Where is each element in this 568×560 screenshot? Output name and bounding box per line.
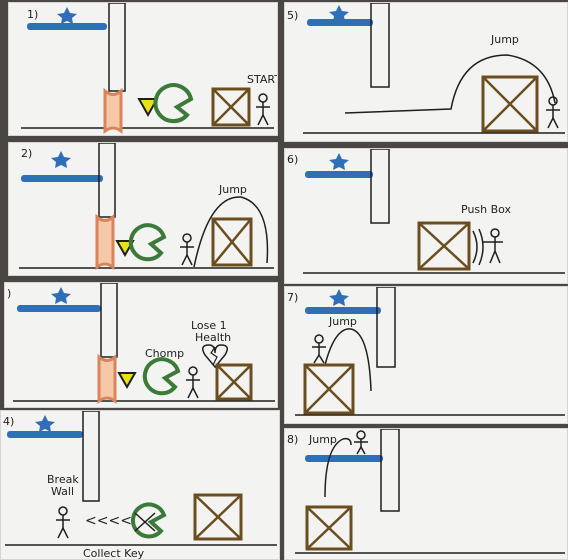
wall-icon — [103, 87, 123, 134]
stick-figure-icon — [546, 96, 560, 129]
chomp-label: Chomp — [145, 347, 184, 360]
stick-figure-icon — [312, 334, 326, 364]
monster-icon — [128, 223, 167, 262]
stick-figure-icon — [186, 366, 200, 399]
box-icon — [211, 87, 251, 127]
star-icon — [329, 289, 349, 306]
storyboard-panel-8: 8) Jump — [284, 428, 568, 560]
stick-figure-icon — [483, 228, 503, 264]
stick-figure-icon — [354, 430, 368, 455]
box-icon — [305, 505, 353, 551]
storyboard-panel-5: 5) Jump — [284, 2, 568, 142]
platform — [305, 171, 373, 178]
platform — [27, 23, 107, 30]
pillar — [370, 3, 390, 88]
jump-arc — [324, 437, 352, 498]
wall-icon — [95, 213, 115, 270]
storyboard-panel-1: 1) START — [8, 2, 278, 136]
move-arrows: <<<< — [85, 513, 132, 529]
box-icon — [481, 75, 539, 133]
jump-arc — [193, 196, 269, 268]
jump-label: Jump — [490, 33, 519, 46]
platform — [7, 431, 83, 438]
monster-icon — [153, 83, 194, 124]
push-motion-lines — [472, 228, 484, 266]
panel-number: 7) — [287, 291, 298, 304]
jump-label: Jump — [308, 433, 337, 446]
key-icon — [137, 98, 159, 118]
wall-icon — [97, 353, 117, 404]
monster-icon — [130, 502, 167, 539]
panel-number: 2) — [21, 147, 32, 160]
panel-number: 1) — [27, 8, 38, 21]
star-icon — [35, 415, 55, 432]
lose-health-label-1: Lose 1 — [191, 319, 227, 332]
pillar — [100, 283, 118, 358]
box-icon — [193, 493, 243, 541]
pillar — [82, 411, 100, 502]
panel-number: 8) — [287, 433, 298, 446]
platform — [305, 307, 381, 314]
pillar — [380, 429, 400, 512]
break-wall-label-1: Break — [47, 473, 79, 486]
broken-heart-icon — [202, 344, 228, 369]
star-icon — [329, 5, 349, 22]
pillar — [376, 287, 396, 368]
stick-figure-icon — [56, 506, 70, 539]
collect-key-label: Collect Key — [83, 547, 145, 559]
break-wall-label-2: Wall — [51, 485, 74, 498]
storyboard-panel-7: 7) Jump — [284, 286, 568, 424]
platform — [17, 305, 101, 312]
jump-arc — [324, 328, 372, 392]
storyboard-panel-2: 2) Jump — [8, 142, 278, 276]
key-icon — [117, 372, 137, 390]
star-icon — [329, 153, 349, 170]
storyboard-panel-4: 4) Break Wall <<<< Collect Key — [0, 410, 280, 560]
jump-label: Jump — [328, 315, 357, 328]
stick-figure-icon — [180, 233, 194, 266]
jump-arc — [344, 54, 556, 114]
pillar — [370, 149, 390, 224]
platform — [21, 175, 103, 182]
platform — [307, 19, 373, 26]
platform — [305, 455, 383, 462]
box-icon — [215, 363, 253, 401]
box-icon — [303, 363, 355, 415]
panel-number: 5) — [287, 9, 298, 22]
panel-number: ) — [7, 287, 11, 300]
star-icon — [51, 151, 71, 168]
monster-icon — [142, 357, 181, 396]
pillar — [98, 143, 116, 218]
push-box-label: Push Box — [461, 203, 512, 216]
pillar — [108, 3, 126, 92]
lose-health-label-2: Health — [195, 331, 231, 344]
star-icon — [51, 287, 71, 304]
stick-figure-icon — [256, 93, 270, 126]
panel-number: 4) — [3, 415, 14, 428]
start-label: START — [247, 73, 277, 86]
box-icon — [211, 217, 253, 267]
box-icon — [417, 221, 471, 271]
jump-label: Jump — [218, 183, 247, 196]
storyboard-panel-6: 6) Push Box — [284, 148, 568, 284]
star-icon — [57, 7, 77, 24]
storyboard-panel-3: ) Chomp Lose 1 Health — [4, 282, 278, 408]
panel-number: 6) — [287, 153, 298, 166]
